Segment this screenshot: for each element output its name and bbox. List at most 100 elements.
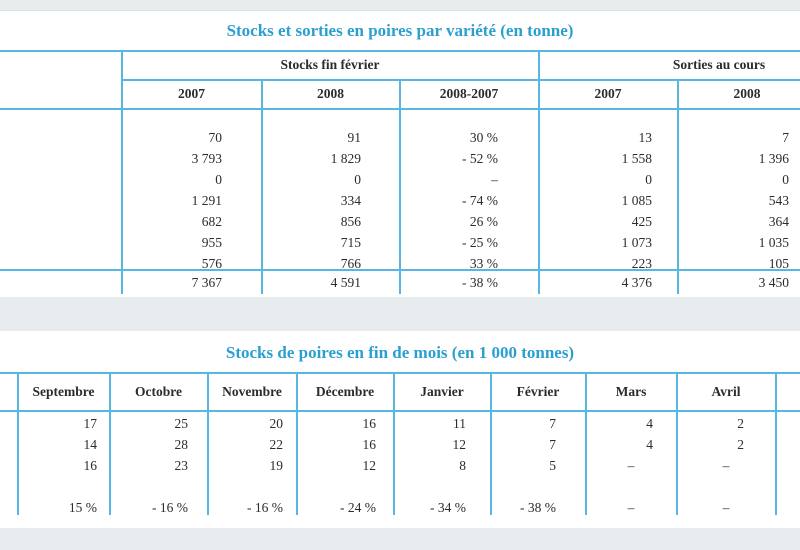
table-cell: 0 [645,172,652,187]
table-cell: 26 % [469,214,498,229]
table-cell: 16 [362,416,377,431]
variation-cell: – [722,500,730,515]
table-cell: 364 [768,214,789,229]
table-cell: 91 [347,130,362,145]
variation-cell: 15 % [68,500,97,515]
table-title: Stocks de poires en fin de mois (en 1 00… [225,343,575,362]
table-cell: - 52 % [462,151,498,166]
table-cell: 1 291 [191,193,222,208]
column-divider [538,50,540,294]
variation-cell: – [627,500,635,515]
table-cell: 682 [201,214,222,229]
table-rule [122,79,800,81]
table-cell: 0 [215,172,222,187]
table-cell: – [627,458,635,473]
total-cell: 3 450 [758,275,789,290]
column-divider [207,372,209,515]
table-cell: 1 558 [621,151,652,166]
table-cell: 7 [549,416,556,431]
table-title: Stocks et sorties en poires par variété … [226,21,574,40]
column-divider [399,79,401,294]
variety-stocks-table: Stocks et sorties en poires par variété … [0,10,800,297]
table-cell: 11 [453,416,466,431]
column-header: 2008 [317,86,344,101]
table-cell: 105 [768,256,789,271]
table-cell: 856 [340,214,361,229]
table-cell: – [491,172,498,187]
group-header: Sorties au cours [672,57,766,72]
table-cell: 28 [174,437,189,452]
table-cell: 16 [362,437,377,452]
table-cell: 33 % [469,256,498,271]
column-header: 2008-2007 [439,86,499,101]
table-cell: 1 073 [621,235,652,250]
column-divider [109,372,111,515]
table-cell: 4 [646,437,653,452]
column-divider [393,372,395,515]
table-cell: 16 [83,458,98,473]
month-header: Septembre [32,384,95,399]
variation-cell: - 38 % [520,500,556,515]
month-header: Avril [711,384,741,399]
column-divider [121,50,123,294]
table-rule [0,50,800,52]
table-cell: 70 [208,130,223,145]
table-cell: 20 [269,416,284,431]
table-cell: 25 [174,416,189,431]
group-header: Stocks fin février [280,57,380,72]
month-header: Mars [615,384,647,399]
monthly-stocks-table: Stocks de poires en fin de mois (en 1 00… [0,331,800,528]
table-cell: 543 [768,193,789,208]
column-divider [676,372,678,515]
column-divider [585,372,587,515]
table-cell: 223 [631,256,652,271]
month-header: Novembre [222,384,282,399]
total-cell: 4 591 [330,275,361,290]
column-header: 2007 [178,86,205,101]
table-cell: 5 [549,458,556,473]
column-divider [677,79,679,294]
variation-cell: - 24 % [340,500,376,515]
table-cell: 17 [83,416,98,431]
column-header: 2007 [594,86,622,101]
table-cell: 334 [340,193,361,208]
table-cell: 14 [83,437,98,452]
table-cell: 1 035 [758,235,789,250]
month-header: Février [516,384,560,399]
table-cell: 7 [549,437,556,452]
column-divider [775,372,777,515]
table-cell: 13 [638,130,653,145]
column-divider [261,79,263,294]
table-cell: 30 % [469,130,498,145]
table-cell: 0 [354,172,361,187]
table-cell: 12 [452,437,467,452]
table-cell: 576 [201,256,222,271]
table-cell: 7 [782,130,789,145]
table-rule [0,372,800,374]
table-cell: 2 [737,437,744,452]
variation-cell: - 16 % [247,500,283,515]
table-cell: 955 [201,235,222,250]
table-cell: – [722,458,730,473]
month-header: Janvier [420,384,464,399]
column-divider [490,372,492,515]
table-cell: - 74 % [462,193,498,208]
column-divider [17,372,19,515]
table-cell: - 25 % [462,235,498,250]
table-cell: 715 [340,235,361,250]
table-cell: 3 793 [191,151,222,166]
table-cell: 1 829 [330,151,361,166]
month-header: Octobre [135,384,182,399]
table-cell: 766 [340,256,361,271]
table-rule [0,410,800,412]
column-header: 2008 [733,86,761,101]
variation-cell: - 34 % [430,500,466,515]
total-cell: - 38 % [462,275,498,290]
table-cell: 23 [174,458,189,473]
table-cell: 1 396 [758,151,789,166]
table-cell: 0 [782,172,789,187]
column-divider [296,372,298,515]
total-cell: 7 367 [191,275,222,290]
table-cell: 1 085 [621,193,652,208]
variation-cell: - 16 % [152,500,188,515]
